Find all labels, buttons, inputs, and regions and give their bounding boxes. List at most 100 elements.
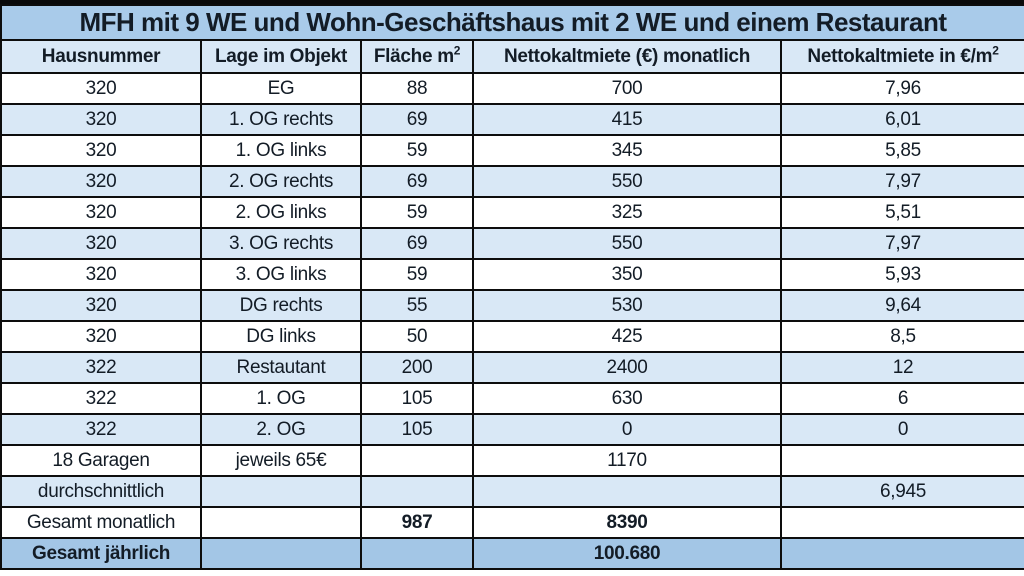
table-cell: 550 — [472, 165, 782, 198]
column-header: Fläche m2 — [360, 39, 474, 74]
table-cell: 322 — [0, 382, 202, 415]
table-row: 322 Restautant 200 2400 12 — [0, 351, 1024, 384]
table-cell: 59 — [360, 258, 474, 291]
table-row: 320 2. OG rechts 69 550 7,97 — [0, 165, 1024, 198]
table-cell: 320 — [0, 103, 202, 136]
table-cell: 8,5 — [779, 320, 1024, 353]
table-row: 320 3. OG links 59 350 5,93 — [0, 258, 1024, 291]
table-cell: 530 — [472, 289, 782, 322]
table-cell: 9,64 — [779, 289, 1024, 322]
table-cell: 6,945 — [779, 475, 1024, 508]
table-cell: 987 — [360, 506, 474, 539]
table-cell: 700 — [472, 72, 782, 105]
table-row: 320 DG links 50 425 8,5 — [0, 320, 1024, 353]
table-body: 320 EG 88 700 7,96 320 1. OG rechts 69 415 6,01 32… — [0, 72, 1024, 570]
table-cell — [360, 444, 474, 477]
table-cell: 5,85 — [779, 134, 1024, 167]
table-cell: 18 Garagen — [0, 444, 202, 477]
table-cell: 0 — [779, 413, 1024, 446]
table-cell: 630 — [472, 382, 782, 415]
table-row: 320 DG rechts 55 530 9,64 — [0, 289, 1024, 322]
table-row: 320 1. OG links 59 345 5,85 — [0, 134, 1024, 167]
table-cell — [472, 475, 782, 508]
table-cell: DG links — [200, 320, 362, 353]
table-cell — [779, 537, 1024, 570]
table-cell: 0 — [472, 413, 782, 446]
table-cell: 320 — [0, 72, 202, 105]
table-title: MFH mit 9 WE und Wohn-Geschäftshaus mit … — [0, 4, 1024, 41]
table-cell: 50 — [360, 320, 474, 353]
table-cell — [360, 537, 474, 570]
table-cell: DG rechts — [200, 289, 362, 322]
table-row: 322 2. OG 105 0 0 — [0, 413, 1024, 446]
superscript: 2 — [992, 43, 999, 58]
table-row: durchschnittlich 6,945 — [0, 475, 1024, 508]
table-cell: 320 — [0, 227, 202, 260]
table-cell: 59 — [360, 134, 474, 167]
table-cell: durchschnittlich — [0, 475, 202, 508]
table-cell: 350 — [472, 258, 782, 291]
table-cell: 1. OG rechts — [200, 103, 362, 136]
table-cell: 550 — [472, 227, 782, 260]
table-cell: 105 — [360, 382, 474, 415]
table-cell: 1. OG links — [200, 134, 362, 167]
table-cell: 425 — [472, 320, 782, 353]
table-cell: 5,93 — [779, 258, 1024, 291]
table-cell: 100.680 — [472, 537, 782, 570]
table-row: 320 2. OG links 59 325 5,51 — [0, 196, 1024, 229]
table-cell — [360, 475, 474, 508]
table-cell — [779, 506, 1024, 539]
table-header-row: Hausnummer Lage im Objekt Fläche m2 Nettoka… — [0, 39, 1024, 74]
table-cell: 5,51 — [779, 196, 1024, 229]
table-cell: 3. OG rechts — [200, 227, 362, 260]
table-cell: 6,01 — [779, 103, 1024, 136]
table-cell: 320 — [0, 258, 202, 291]
table-cell: 2400 — [472, 351, 782, 384]
column-header: Nettokaltmiete (€) monatlich — [472, 39, 782, 74]
table-cell — [200, 537, 362, 570]
table-row: 320 EG 88 700 7,96 — [0, 72, 1024, 105]
table-cell: 415 — [472, 103, 782, 136]
table-cell: 55 — [360, 289, 474, 322]
table-cell: 1170 — [472, 444, 782, 477]
table-cell: 320 — [0, 134, 202, 167]
table-cell: 69 — [360, 103, 474, 136]
table-cell: 320 — [0, 289, 202, 322]
table-cell: EG — [200, 72, 362, 105]
table-cell: 325 — [472, 196, 782, 229]
column-header: Nettokaltmiete in €/m2 — [779, 39, 1024, 74]
table-row: Gesamt jährlich 100.680 — [0, 537, 1024, 570]
table-cell: 8390 — [472, 506, 782, 539]
table-cell: 69 — [360, 165, 474, 198]
column-header: Hausnummer — [0, 39, 202, 74]
table-cell: 320 — [0, 165, 202, 198]
table-cell: 59 — [360, 196, 474, 229]
table-cell: 12 — [779, 351, 1024, 384]
table-cell: Restautant — [200, 351, 362, 384]
table-cell: 2. OG — [200, 413, 362, 446]
table-cell: 345 — [472, 134, 782, 167]
table-cell: 69 — [360, 227, 474, 260]
table-cell: 322 — [0, 413, 202, 446]
table-cell: 320 — [0, 320, 202, 353]
table-cell: Gesamt jährlich — [0, 537, 202, 570]
table-cell: 3. OG links — [200, 258, 362, 291]
table-cell: 7,97 — [779, 227, 1024, 260]
table-cell: 2. OG links — [200, 196, 362, 229]
table-cell: 6 — [779, 382, 1024, 415]
table-cell — [200, 475, 362, 508]
table-row: Gesamt monatlich 987 8390 — [0, 506, 1024, 539]
table-cell — [779, 444, 1024, 477]
superscript: 2 — [453, 43, 461, 58]
table-row: 320 3. OG rechts 69 550 7,97 — [0, 227, 1024, 260]
table-title-row: MFH mit 9 WE und Wohn-Geschäftshaus mit … — [0, 4, 1024, 41]
table-cell: 2. OG rechts — [200, 165, 362, 198]
column-header: Lage im Objekt — [200, 39, 362, 74]
table-cell: 1. OG — [200, 382, 362, 415]
table-row: 18 Garagen jeweils 65€ 1170 — [0, 444, 1024, 477]
table-cell: 88 — [360, 72, 474, 105]
table-cell — [200, 506, 362, 539]
table-row: 320 1. OG rechts 69 415 6,01 — [0, 103, 1024, 136]
table-cell: 322 — [0, 351, 202, 384]
